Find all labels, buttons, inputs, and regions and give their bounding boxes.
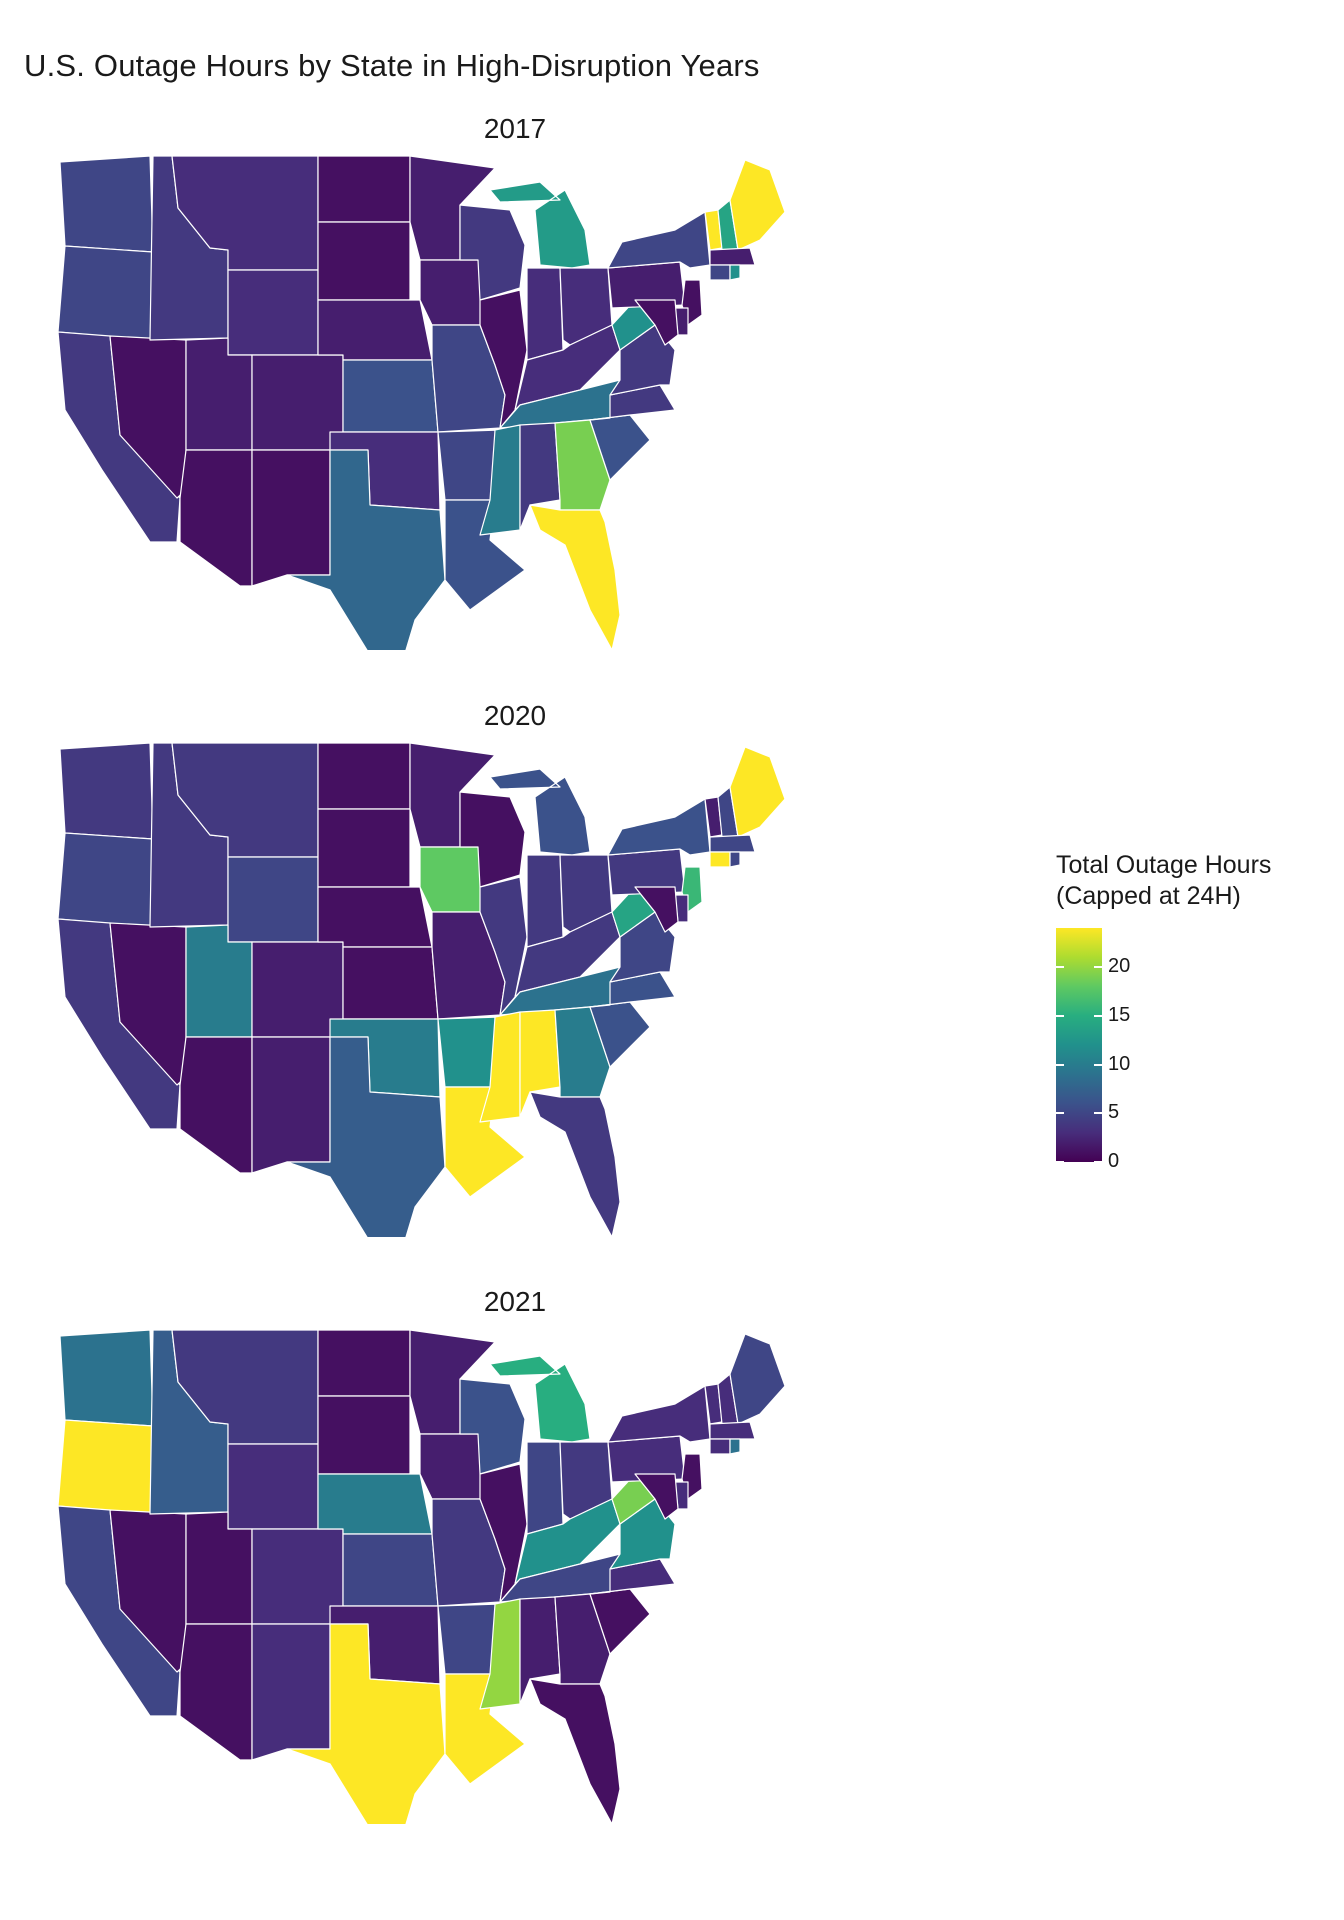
state-or-2017 bbox=[57, 245, 154, 341]
legend-tick-mark bbox=[1056, 1063, 1064, 1066]
state-wa-2021 bbox=[59, 1329, 154, 1427]
state-az-2020 bbox=[179, 1036, 253, 1174]
state-ri-2021 bbox=[729, 1438, 741, 1455]
state-az-2017 bbox=[179, 449, 253, 587]
state-al-2017 bbox=[519, 422, 561, 531]
state-me-2020 bbox=[729, 746, 786, 838]
state-fl-2021 bbox=[529, 1678, 621, 1824]
legend-tick-mark bbox=[1056, 1112, 1064, 1115]
legend-tick-mark bbox=[1094, 1063, 1102, 1066]
state-nd-2020 bbox=[317, 742, 411, 810]
legend-tick-mark bbox=[1056, 1014, 1064, 1017]
legend-tick-10: 10 bbox=[1108, 1052, 1131, 1075]
state-ms-2021 bbox=[479, 1598, 521, 1710]
state-or-2020 bbox=[57, 832, 154, 928]
legend-tick-mark bbox=[1094, 1161, 1102, 1163]
color-legend: Total Outage Hours (Capped at 24H) 0 5 10 1… bbox=[1056, 850, 1316, 1172]
state-ut-2021 bbox=[185, 1511, 253, 1625]
state-wi-2021 bbox=[459, 1378, 526, 1475]
state-ny-2017 bbox=[607, 211, 711, 269]
state-ma-2017 bbox=[709, 247, 756, 266]
map-panel-2020 bbox=[57, 742, 786, 1237]
legend-tick-0: 0 bbox=[1108, 1150, 1120, 1172]
legend-tick-15: 15 bbox=[1108, 1003, 1131, 1026]
state-al-2021 bbox=[519, 1596, 561, 1705]
state-md-2020 bbox=[634, 886, 679, 933]
state-ma-2020 bbox=[709, 834, 756, 853]
state-ct-2020 bbox=[709, 851, 731, 868]
state-in-2021 bbox=[526, 1441, 564, 1535]
legend-tick-5: 5 bbox=[1108, 1101, 1120, 1124]
state-ma-2021 bbox=[709, 1421, 756, 1440]
state-wa-2017 bbox=[59, 155, 154, 253]
state-ri-2020 bbox=[729, 851, 741, 868]
state-al-2020 bbox=[519, 1009, 561, 1118]
state-sd-2020 bbox=[317, 808, 411, 888]
legend-title: Total Outage Hours (Capped at 24H) bbox=[1056, 851, 1272, 910]
state-or-2021 bbox=[57, 1419, 154, 1515]
state-wy-2021 bbox=[227, 1443, 319, 1530]
state-mi-2021 bbox=[489, 1355, 591, 1443]
state-wi-2017 bbox=[459, 204, 526, 301]
state-ms-2017 bbox=[479, 424, 521, 536]
state-az-2021 bbox=[179, 1623, 253, 1761]
legend-tick-mark bbox=[1056, 1161, 1064, 1163]
state-wi-2020 bbox=[459, 791, 526, 888]
state-md-2021 bbox=[634, 1473, 679, 1520]
panel-title-2017: 2017 bbox=[483, 113, 547, 144]
state-co-2020 bbox=[251, 941, 344, 1038]
state-ny-2021 bbox=[607, 1385, 711, 1443]
state-nd-2021 bbox=[317, 1329, 411, 1397]
state-co-2017 bbox=[251, 354, 344, 451]
state-ct-2017 bbox=[709, 264, 731, 281]
state-ne-2020 bbox=[317, 886, 433, 948]
state-me-2021 bbox=[729, 1333, 786, 1425]
legend-tick-mark bbox=[1094, 1014, 1102, 1017]
state-in-2017 bbox=[526, 267, 564, 361]
state-tx-2017 bbox=[286, 449, 446, 650]
state-ut-2020 bbox=[185, 924, 253, 1038]
state-ne-2017 bbox=[317, 299, 433, 361]
state-wy-2017 bbox=[227, 269, 319, 356]
state-nm-2017 bbox=[251, 449, 331, 587]
state-in-2020 bbox=[526, 854, 564, 948]
state-ne-2021 bbox=[317, 1473, 433, 1535]
state-ks-2017 bbox=[342, 359, 439, 433]
state-ks-2021 bbox=[342, 1533, 439, 1607]
state-fl-2020 bbox=[529, 1091, 621, 1237]
state-sd-2017 bbox=[317, 221, 411, 301]
state-wy-2020 bbox=[227, 856, 319, 943]
state-fl-2017 bbox=[529, 504, 621, 650]
map-panel-2021 bbox=[57, 1329, 786, 1824]
state-sd-2021 bbox=[317, 1395, 411, 1475]
state-ny-2020 bbox=[607, 798, 711, 856]
state-mi-2017 bbox=[489, 181, 591, 269]
panel-title-2020: 2020 bbox=[483, 700, 547, 731]
legend-tick-mark bbox=[1056, 966, 1064, 968]
state-me-2017 bbox=[729, 159, 786, 251]
state-mi-2020 bbox=[489, 768, 591, 856]
state-tx-2020 bbox=[286, 1036, 446, 1237]
state-md-2017 bbox=[634, 299, 679, 346]
state-ks-2020 bbox=[342, 946, 439, 1020]
state-nm-2021 bbox=[251, 1623, 331, 1761]
state-ct-2021 bbox=[709, 1438, 731, 1455]
state-ms-2020 bbox=[479, 1011, 521, 1123]
legend-colorbar bbox=[1056, 928, 1102, 1162]
map-panel-2017 bbox=[57, 155, 786, 650]
state-nd-2017 bbox=[317, 155, 411, 223]
panel-title-2021: 2021 bbox=[483, 1286, 547, 1317]
state-ut-2017 bbox=[185, 337, 253, 451]
state-wa-2020 bbox=[59, 742, 154, 840]
legend-tick-20: 20 bbox=[1108, 955, 1131, 977]
legend-tick-mark bbox=[1094, 966, 1102, 968]
state-ri-2017 bbox=[729, 264, 741, 281]
state-nm-2020 bbox=[251, 1036, 331, 1174]
legend-tick-mark bbox=[1094, 1112, 1102, 1115]
state-co-2021 bbox=[251, 1528, 344, 1625]
chart-title: U.S. Outage Hours by State in High-Disru… bbox=[24, 48, 760, 83]
state-tx-2021 bbox=[286, 1623, 446, 1824]
